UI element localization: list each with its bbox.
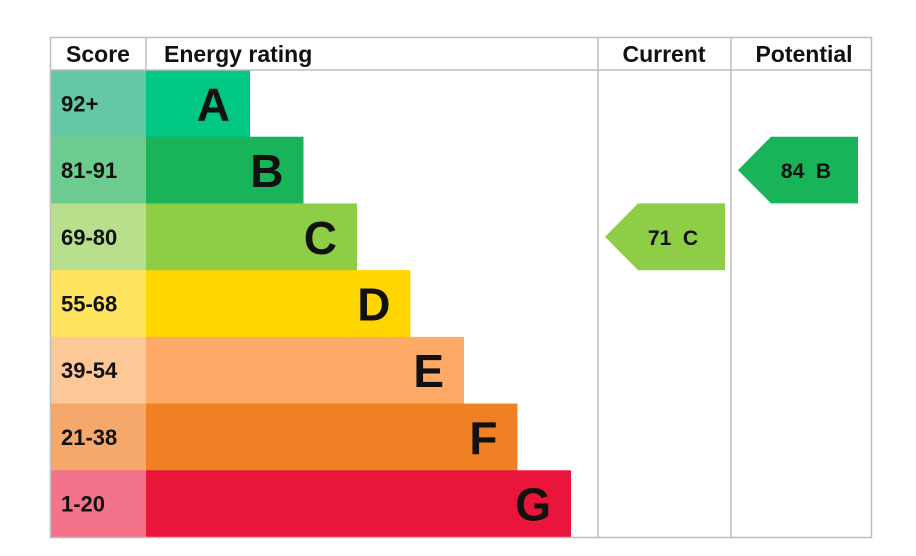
score-label-D: 55-68 <box>61 292 117 317</box>
band-bar-F <box>146 403 518 471</box>
band-letter-D: D <box>357 279 390 331</box>
table-border <box>49 36 873 539</box>
score-cell-F <box>50 403 146 471</box>
score-cell-E <box>50 336 146 405</box>
band-letter-F: F <box>469 412 497 464</box>
header-energy-rating: Energy rating <box>164 41 312 67</box>
score-label-F: 21-38 <box>61 425 117 450</box>
score-cell-D <box>50 270 146 338</box>
score-cell-A <box>50 70 146 138</box>
score-label-B: 81-91 <box>61 158 117 183</box>
band-bar-G <box>146 470 571 538</box>
band-bar-B <box>146 136 304 204</box>
band-bar-A <box>146 70 250 138</box>
potential-rating-arrow <box>738 136 858 204</box>
band-bar-C <box>146 203 357 271</box>
band-letter-G: G <box>515 479 551 531</box>
band-letter-A: A <box>197 78 230 130</box>
score-label-G: 1-20 <box>61 492 105 517</box>
band-bar-D <box>146 270 411 338</box>
score-cell-C <box>50 203 146 271</box>
score-cell-B <box>50 136 146 204</box>
score-cell-G <box>50 470 146 538</box>
current-rating-arrow <box>605 203 725 271</box>
band-letter-B: B <box>250 145 283 197</box>
header-score: Score <box>66 41 130 67</box>
header-current: Current <box>622 41 705 67</box>
current-rating-label: 71 C <box>648 227 698 250</box>
band-letter-E: E <box>413 345 444 397</box>
potential-rating-label: 84 B <box>781 160 831 183</box>
header-potential: Potential <box>755 41 852 67</box>
score-label-E: 39-54 <box>61 358 118 383</box>
band-letter-C: C <box>304 212 337 264</box>
score-label-C: 69-80 <box>61 225 117 250</box>
band-bar-E <box>146 336 464 405</box>
score-label-A: 92+ <box>61 91 98 116</box>
